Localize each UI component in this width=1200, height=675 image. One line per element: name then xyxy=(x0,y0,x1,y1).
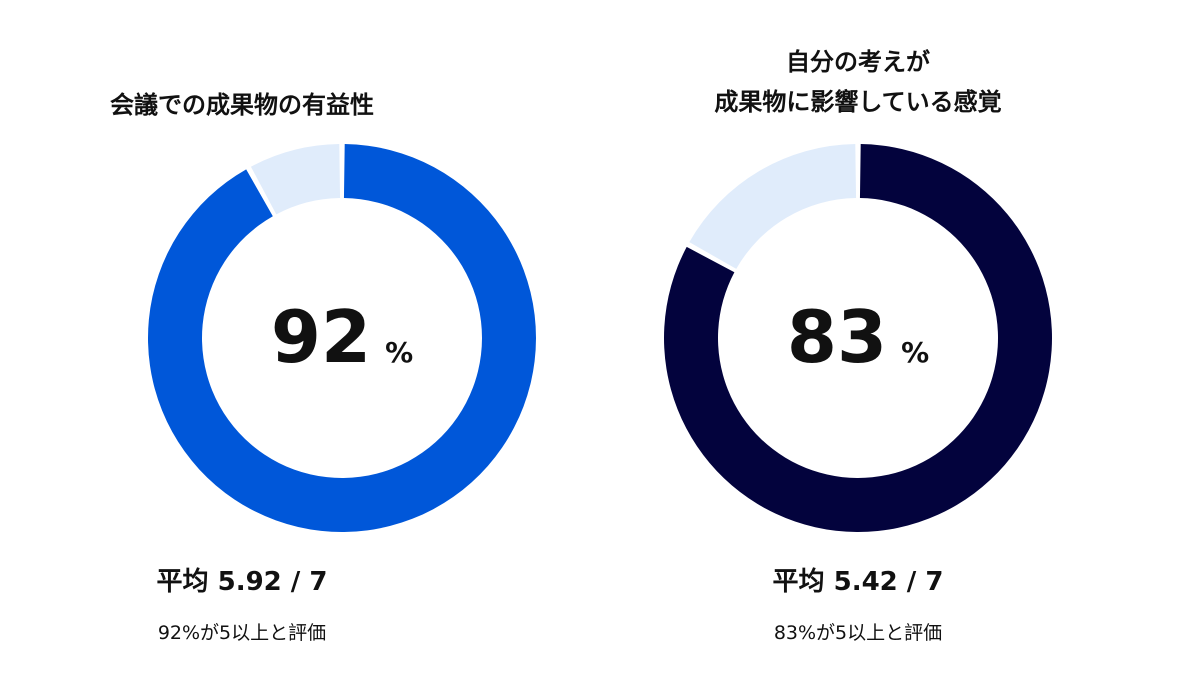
average-score: 平均 5.42 / 7 xyxy=(772,567,944,597)
donut-slice-remainder xyxy=(689,144,857,269)
donut-chart-influence: 83% xyxy=(663,144,1052,532)
center-unit: % xyxy=(901,336,929,369)
average-score: 平均 5.92 / 7 xyxy=(156,567,328,597)
rating-caption: 83%が5以上と評価 xyxy=(773,622,943,644)
chart-title: 会議での成果物の有益性 xyxy=(110,91,374,119)
chart-title: 自分の考えが 成果物に影響している感覚 xyxy=(714,48,1002,116)
donut-slice-remainder xyxy=(250,144,341,215)
center-unit: % xyxy=(385,336,413,369)
center-value: 83 xyxy=(787,295,887,379)
center-percentage: 83% xyxy=(787,295,929,379)
donut-chart-usefulness: 92% xyxy=(148,144,536,533)
chart-panel-usefulness: 会議での成果物の有益性 92% 平均 5.92 / 7 92%が5以上と評価 xyxy=(110,91,536,644)
center-value: 92 xyxy=(271,295,371,379)
chart-panel-influence: 自分の考えが 成果物に影響している感覚 83% 平均 5.42 / 7 83%が… xyxy=(600,0,1200,675)
center-percentage: 92% xyxy=(271,295,413,379)
rating-caption: 92%が5以上と評価 xyxy=(157,622,327,644)
